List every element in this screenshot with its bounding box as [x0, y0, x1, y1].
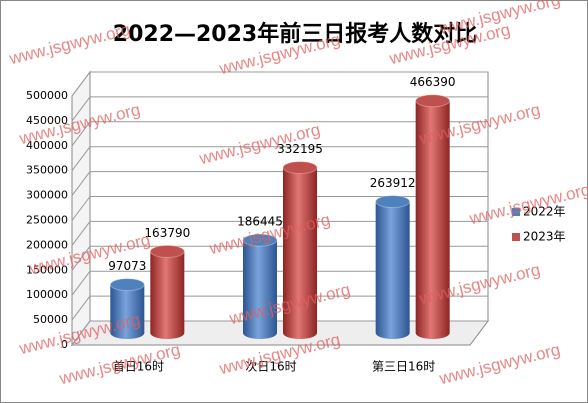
bar-top [282, 161, 318, 175]
chart-title: 2022—2023年前三日报考人数对比 [113, 21, 477, 47]
y-tick-label: 100000 [26, 288, 68, 301]
value-label: 263912 [370, 176, 416, 190]
grid-line [71, 196, 91, 221]
grid-line [71, 320, 91, 346]
bar-body [283, 167, 317, 339]
legend-label: 2023年 [523, 230, 566, 244]
bar-top [242, 233, 278, 247]
value-label: 97073 [108, 259, 146, 273]
grid-line [71, 270, 91, 296]
x-tick-label: 首日16时 [113, 360, 164, 374]
bar [149, 244, 185, 339]
grid-line [71, 71, 91, 97]
y-tick-label: 150000 [26, 263, 68, 276]
bar [109, 278, 145, 339]
value-label: 186445 [237, 215, 283, 229]
y-tick-label: 450000 [26, 114, 68, 127]
y-tick-label: 250000 [26, 214, 68, 227]
y-tick-label: 400000 [26, 139, 68, 152]
grid-line [71, 146, 91, 171]
value-label: 466390 [410, 75, 456, 89]
y-tick-label: 300000 [26, 189, 68, 202]
bar-body [243, 240, 277, 339]
bar-top [415, 94, 451, 108]
grid-line [71, 295, 91, 321]
bar-body [150, 251, 185, 339]
y-tick-label: 350000 [26, 164, 68, 177]
bar [242, 233, 278, 339]
grid-line [71, 96, 91, 122]
y-tick-label: 50000 [33, 313, 68, 326]
y-tick-label: 0 [61, 338, 68, 351]
x-tick-label: 第三日16时 [372, 360, 435, 374]
legend-swatch [512, 208, 520, 216]
bar [282, 161, 318, 339]
y-tick-label: 200000 [26, 238, 68, 251]
bar-body [415, 100, 450, 339]
bar-top [149, 244, 185, 258]
value-label: 332195 [277, 142, 323, 156]
grid-line [71, 221, 91, 246]
grid-line [71, 121, 91, 147]
value-label: 163790 [144, 226, 190, 240]
y-tick-label: 500000 [26, 89, 68, 102]
x-tick-label: 次日16时 [245, 360, 296, 374]
bar [415, 94, 451, 339]
bar-body [110, 284, 145, 339]
bar-top [375, 195, 411, 209]
legend-label: 2022年 [523, 205, 566, 219]
bar-body [375, 201, 410, 339]
bar [375, 195, 411, 339]
legend-swatch [512, 233, 520, 241]
grid-line [71, 246, 91, 271]
grid-line [71, 171, 91, 196]
bar-top [109, 278, 145, 292]
